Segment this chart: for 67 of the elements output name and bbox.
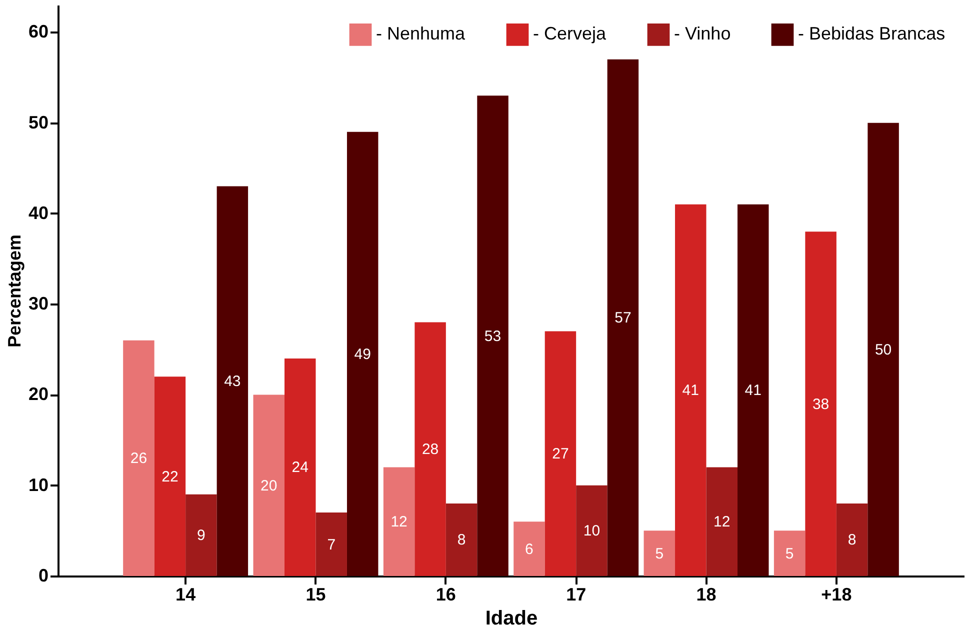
- bar: [446, 503, 478, 576]
- data-label: 10: [583, 522, 600, 540]
- x-tick-label: 17: [566, 584, 586, 604]
- bar: [706, 467, 738, 576]
- bar: [514, 522, 545, 576]
- bar: [316, 512, 347, 576]
- bar: [477, 96, 508, 576]
- data-label: 49: [354, 346, 371, 363]
- bar: [383, 467, 415, 576]
- bar: [154, 376, 186, 576]
- data-label: 38: [812, 396, 830, 413]
- bar: [414, 322, 446, 576]
- y-tick-label: 30: [28, 294, 48, 314]
- bar: [774, 530, 806, 576]
- data-label: 12: [390, 514, 408, 531]
- y-tick-label: 10: [28, 474, 48, 495]
- data-label: 6: [525, 540, 534, 558]
- data-label: 8: [457, 532, 466, 549]
- data-label: 43: [224, 373, 241, 390]
- x-tick-label: 18: [696, 584, 716, 604]
- data-label: 5: [785, 545, 794, 562]
- x-tick-label: +18: [821, 584, 852, 604]
- bar: [253, 394, 284, 576]
- legend-label: - Nenhuma: [376, 24, 466, 44]
- data-label: 12: [714, 514, 730, 531]
- bar: [186, 494, 217, 576]
- bar: [868, 122, 899, 576]
- data-label: 22: [162, 468, 178, 486]
- data-label: 27: [552, 446, 569, 463]
- y-axis-title: Percentagem: [4, 234, 24, 348]
- data-label: 41: [682, 382, 699, 400]
- data-label: 24: [292, 459, 308, 476]
- data-label: 57: [614, 310, 632, 327]
- data-label: 50: [874, 341, 892, 358]
- y-tick-label: 60: [28, 22, 48, 42]
- x-axis-title: Idade: [485, 608, 538, 630]
- data-label: 7: [327, 536, 336, 554]
- bar: [805, 232, 836, 576]
- bar: [216, 186, 248, 576]
- y-tick-label: 20: [28, 384, 48, 404]
- bar: [346, 132, 378, 576]
- legend-label: - Cerveja: [533, 24, 608, 44]
- data-label: 26: [130, 450, 148, 468]
- data-label: 5: [655, 545, 664, 562]
- data-label: 53: [484, 328, 502, 345]
- y-tick-label: 0: [38, 566, 48, 586]
- data-label: 9: [197, 527, 206, 544]
- bar: [544, 331, 576, 576]
- x-tick-label: 16: [436, 584, 456, 604]
- x-tick-label: 15: [306, 584, 326, 604]
- bar: [576, 485, 608, 576]
- bar: [836, 503, 868, 576]
- data-label: 28: [422, 441, 439, 458]
- data-label: 20: [260, 477, 278, 494]
- bar: [284, 358, 316, 576]
- legend-label: - Bebidas Brancas: [798, 24, 946, 44]
- bar: [607, 59, 639, 576]
- data-label: 41: [744, 382, 762, 400]
- x-tick-label: 14: [176, 584, 196, 604]
- y-tick-label: 50: [28, 112, 48, 132]
- bar: [123, 340, 154, 576]
- bar: [644, 530, 676, 576]
- legend-label: - Vinho: [674, 24, 731, 44]
- bar: [675, 204, 706, 576]
- bar: [738, 204, 769, 576]
- data-label: 8: [848, 532, 856, 549]
- y-tick-label: 40: [28, 202, 48, 223]
